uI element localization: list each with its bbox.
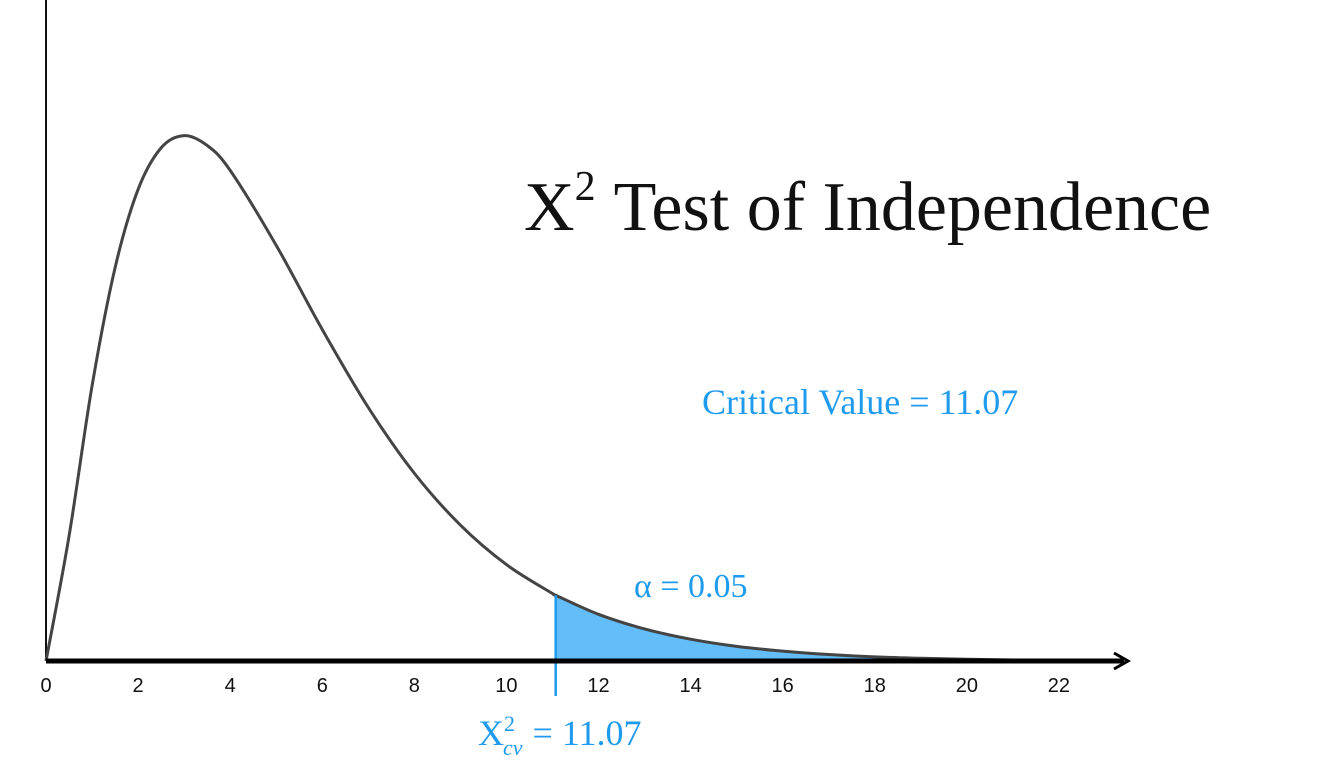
title-base: X bbox=[524, 169, 575, 246]
critical-label-sub: cv bbox=[503, 735, 523, 760]
critical-label-base: X bbox=[478, 713, 504, 753]
x-tick-label: 12 bbox=[587, 675, 609, 697]
x-tick-label: 4 bbox=[225, 675, 236, 697]
x-tick-label: 6 bbox=[317, 675, 328, 697]
x-tick-label: 8 bbox=[409, 675, 420, 697]
x-tick-label: 14 bbox=[679, 675, 701, 697]
alpha-area bbox=[555, 595, 1105, 661]
x-tick-label: 10 bbox=[495, 675, 517, 697]
x-axis-arrow bbox=[1113, 651, 1132, 671]
x-tick-label: 22 bbox=[1048, 675, 1070, 697]
critical-value-text: Critical Value = 11.07 bbox=[702, 382, 1018, 422]
distribution-curve bbox=[44, 134, 1105, 663]
critical-label-rest: = 11.07 bbox=[533, 713, 642, 753]
chart-title: X2 Test of Independence bbox=[524, 164, 1211, 246]
x-tick-label: 20 bbox=[956, 675, 978, 697]
title-rest: Test of Independence bbox=[614, 169, 1212, 246]
critical-label-sup: 2 bbox=[504, 711, 515, 736]
x-tick-label: 16 bbox=[772, 675, 794, 697]
x-tick-label: 0 bbox=[40, 675, 51, 697]
critical-label: X2 cv = 11.07 bbox=[478, 711, 642, 760]
alpha-text: α = 0.05 bbox=[634, 568, 748, 605]
x-tick-label: 2 bbox=[133, 675, 144, 697]
x-tick-label: 18 bbox=[864, 675, 886, 697]
title-sup: 2 bbox=[575, 164, 596, 210]
